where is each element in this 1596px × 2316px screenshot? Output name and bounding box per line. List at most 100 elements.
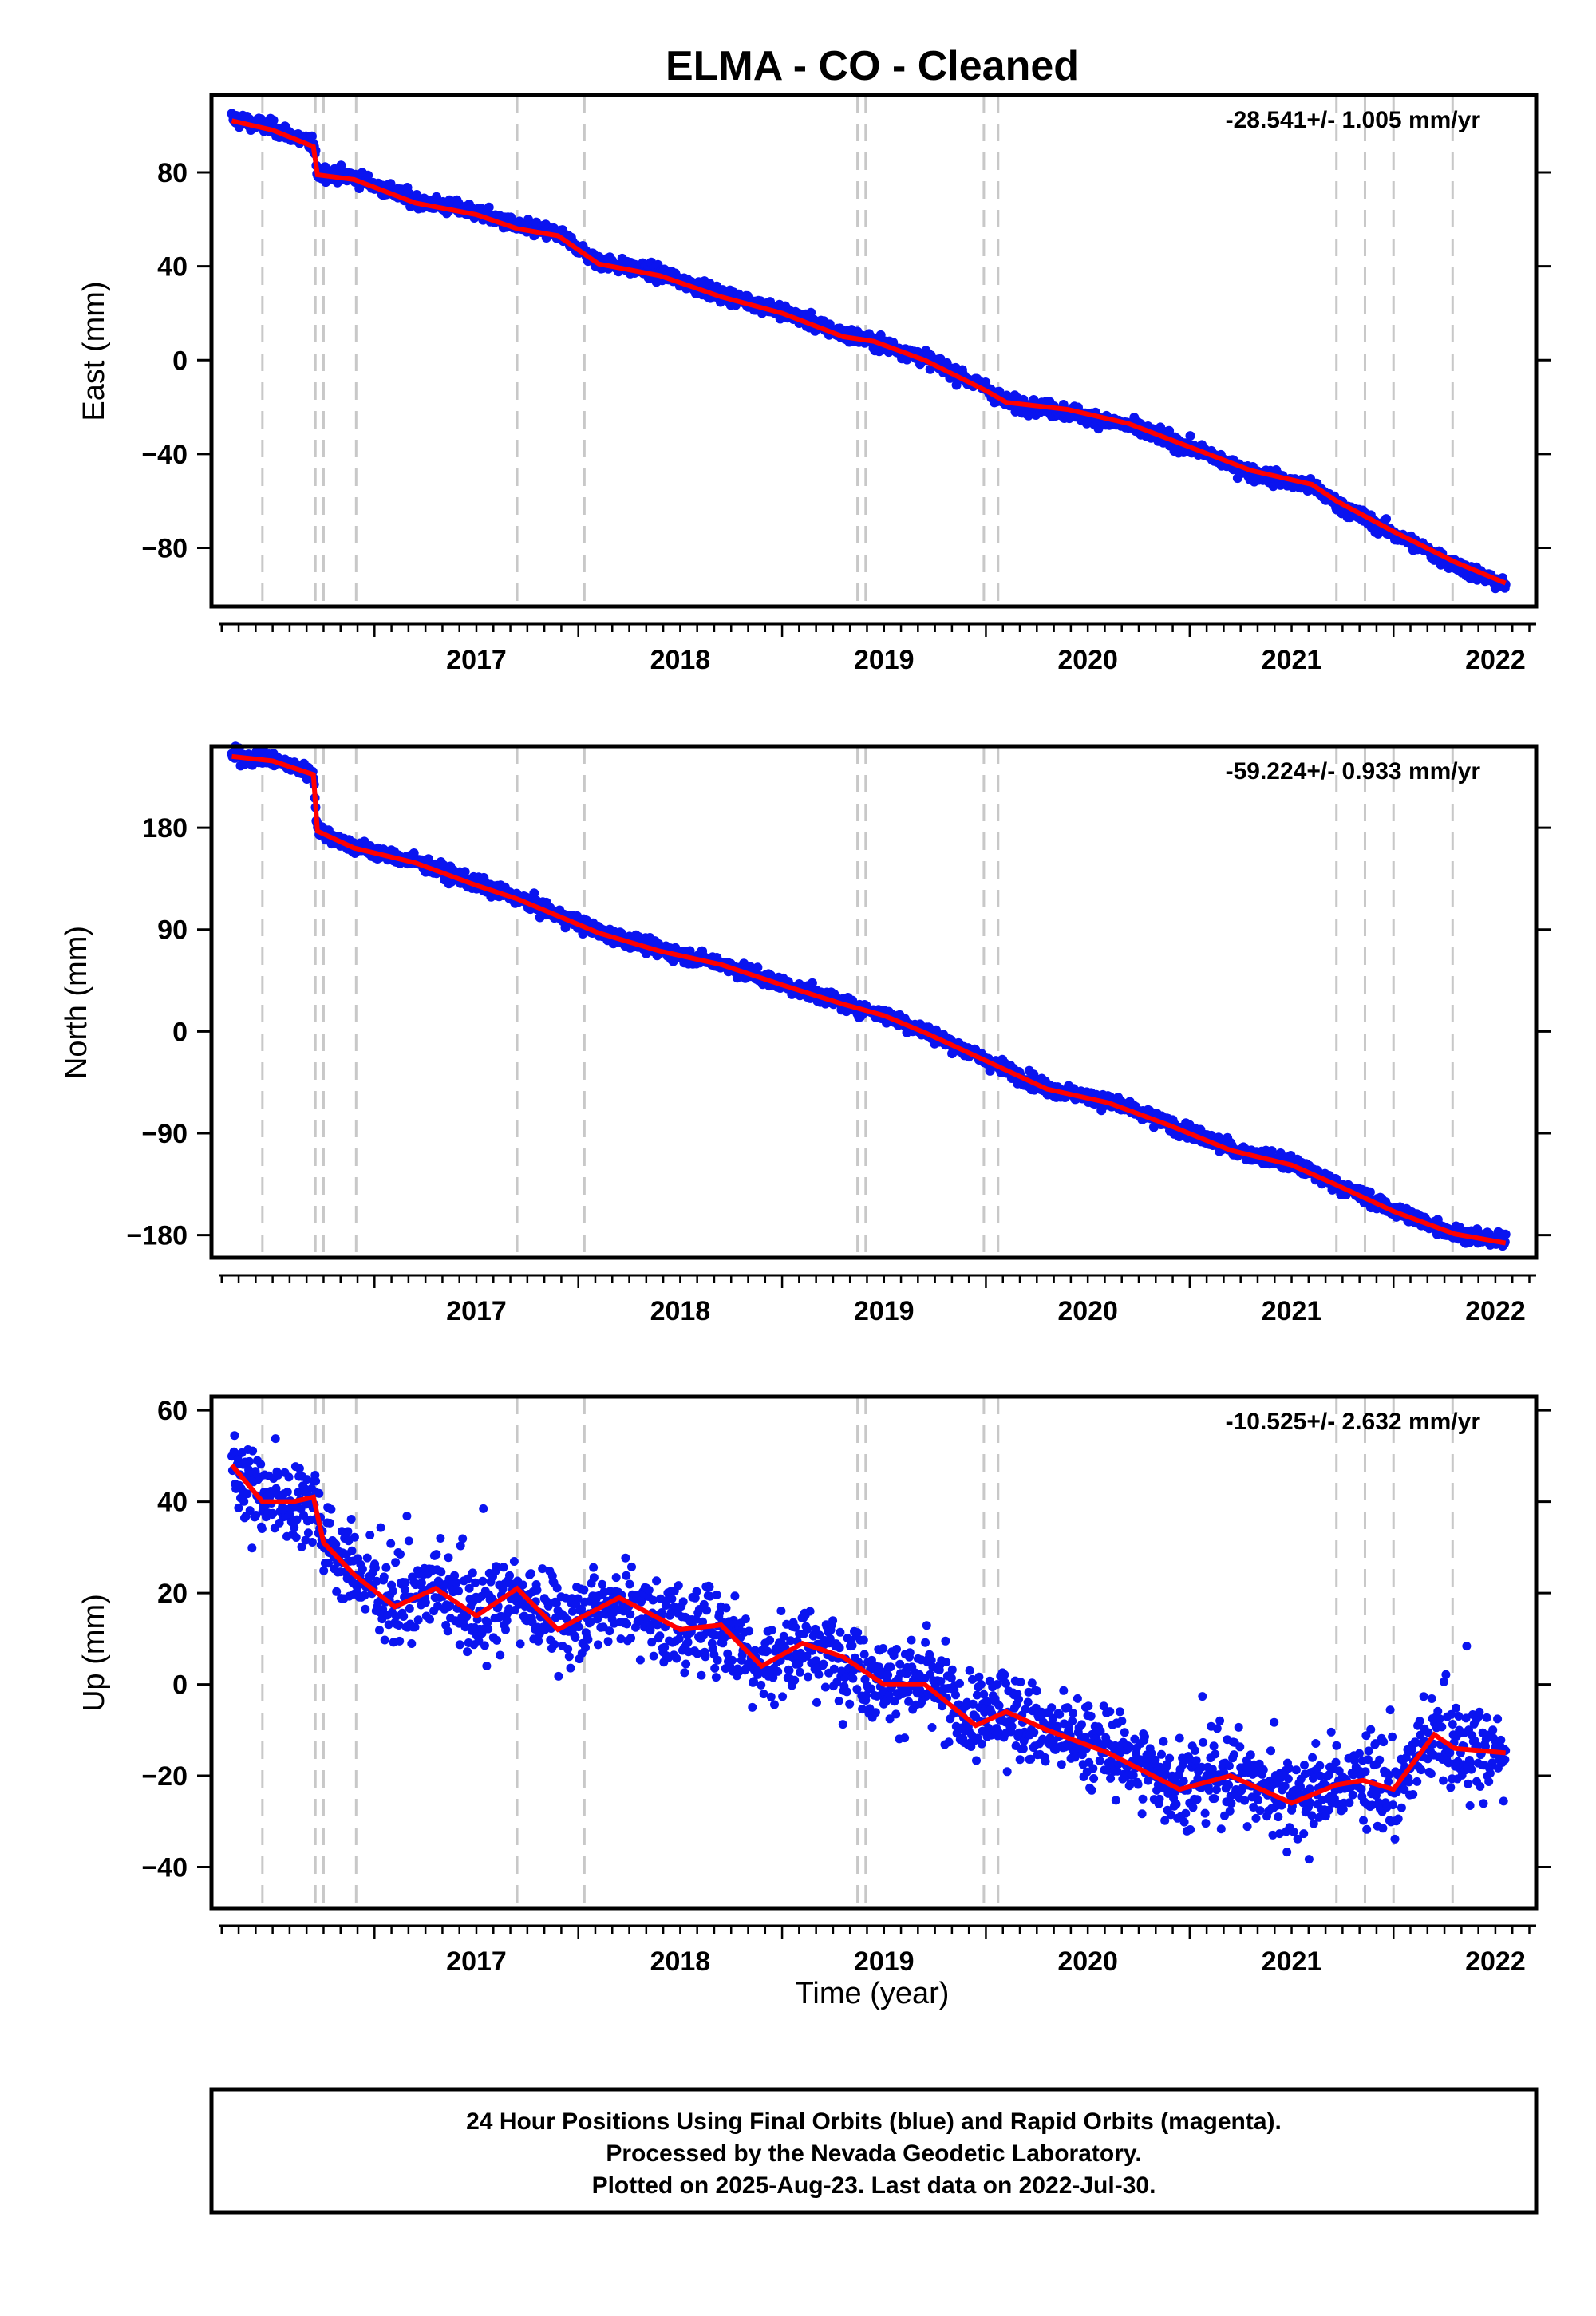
- up-data-point: [244, 1456, 254, 1466]
- up-data-point: [574, 1622, 583, 1632]
- up-data-point: [579, 1585, 589, 1595]
- up-data-point: [502, 1616, 512, 1626]
- east-x-tick-label: 2021: [1262, 645, 1322, 675]
- up-data-point: [842, 1687, 851, 1697]
- up-data-point: [905, 1648, 915, 1658]
- up-data-point: [711, 1673, 721, 1682]
- up-data-point: [396, 1550, 405, 1559]
- east-rate-label: -28.541+/- 1.005 mm/yr: [1226, 107, 1481, 133]
- north-y-tick-label: 180: [142, 813, 188, 844]
- up-data-point: [290, 1523, 299, 1532]
- east-x-tick-label: 2017: [446, 645, 507, 675]
- up-data-point: [741, 1614, 750, 1624]
- up-data-point: [404, 1536, 413, 1546]
- up-data-point: [598, 1579, 606, 1589]
- up-data-point: [463, 1647, 472, 1657]
- up-data-point: [444, 1553, 453, 1563]
- up-data-point: [713, 1655, 722, 1665]
- up-data-point: [976, 1680, 986, 1689]
- up-data-point: [836, 1627, 845, 1637]
- up-data-point: [655, 1631, 665, 1641]
- up-data-point: [1016, 1678, 1025, 1687]
- up-data-point: [805, 1607, 815, 1616]
- up-data-point: [421, 1598, 430, 1607]
- up-data-point: [256, 1460, 266, 1469]
- east-data-point: [981, 377, 991, 387]
- up-data-point: [450, 1571, 460, 1580]
- up-data-point: [622, 1571, 631, 1580]
- up-data-point: [762, 1646, 772, 1656]
- up-data-point: [1014, 1694, 1023, 1704]
- up-data-point: [325, 1518, 334, 1528]
- up-data-point: [552, 1583, 562, 1593]
- east-data-point: [306, 131, 317, 141]
- north-data-point: [753, 962, 763, 973]
- up-data-point: [859, 1635, 868, 1645]
- up-data-point: [589, 1573, 598, 1583]
- up-data-point: [611, 1573, 621, 1583]
- up-data-point: [879, 1644, 888, 1653]
- up-data-point: [859, 1650, 869, 1659]
- up-data-point: [583, 1634, 593, 1644]
- up-data-point: [605, 1626, 614, 1636]
- up-data-point: [239, 1496, 249, 1506]
- up-data-point: [399, 1612, 409, 1621]
- up-data-point: [667, 1594, 677, 1603]
- up-data-point: [311, 1476, 321, 1486]
- up-data-point: [482, 1662, 492, 1670]
- up-data-point: [247, 1543, 257, 1553]
- up-data-point: [922, 1621, 931, 1630]
- up-data-point: [566, 1663, 575, 1673]
- north-rate-label: -59.224+/- 0.933 mm/yr: [1226, 758, 1481, 785]
- north-x-tick-label: 2021: [1262, 1296, 1322, 1326]
- up-data-point: [268, 1508, 278, 1518]
- up-data-point: [1000, 1670, 1009, 1679]
- up-data-point: [370, 1563, 380, 1573]
- up-data-point: [757, 1680, 766, 1690]
- up-data-point: [388, 1587, 397, 1595]
- up-data-point: [413, 1615, 423, 1625]
- up-data-point: [627, 1562, 636, 1571]
- up-data-point: [951, 1690, 960, 1700]
- up-data-point: [692, 1587, 701, 1596]
- up-data-point: [346, 1515, 356, 1524]
- east-y-tick-label: 40: [157, 252, 188, 283]
- up-data-point: [526, 1569, 535, 1579]
- up-data-point: [944, 1737, 954, 1747]
- up-data-point: [812, 1697, 821, 1707]
- up-data-point: [350, 1532, 359, 1542]
- east-data-point: [1185, 431, 1195, 441]
- up-data-point: [845, 1699, 855, 1709]
- up-data-point: [376, 1523, 385, 1532]
- up-data-point: [365, 1531, 375, 1539]
- up-data-point: [509, 1557, 519, 1566]
- east-x-tick-label: 2020: [1057, 645, 1118, 675]
- east-y-tick-label: 0: [172, 346, 188, 376]
- up-data-point: [1018, 1744, 1028, 1753]
- up-data-point: [291, 1533, 301, 1542]
- up-data-point: [941, 1636, 950, 1646]
- up-data-point: [499, 1563, 508, 1572]
- up-data-point: [248, 1446, 258, 1456]
- up-data-point: [436, 1534, 445, 1543]
- up-data-point: [710, 1663, 720, 1673]
- up-data-point: [360, 1591, 369, 1600]
- up-data-point: [838, 1720, 847, 1729]
- up-data-point: [622, 1619, 632, 1629]
- up-data-point: [501, 1625, 510, 1634]
- east-data-point: [484, 202, 494, 212]
- up-data-point: [644, 1585, 654, 1595]
- east-event-markers: [261, 95, 1454, 607]
- east-y-axis-label: East (mm): [77, 281, 111, 421]
- east-x-tick-label: 2022: [1465, 645, 1526, 675]
- up-data-point: [1002, 1767, 1012, 1777]
- north-data-point: [460, 867, 470, 877]
- up-data-point: [380, 1635, 389, 1645]
- up-data-point: [621, 1553, 630, 1563]
- up-data-point: [681, 1659, 691, 1669]
- up-data-point: [437, 1567, 446, 1577]
- east-x-tick-label: 2018: [650, 645, 711, 675]
- up-data-point: [790, 1675, 800, 1685]
